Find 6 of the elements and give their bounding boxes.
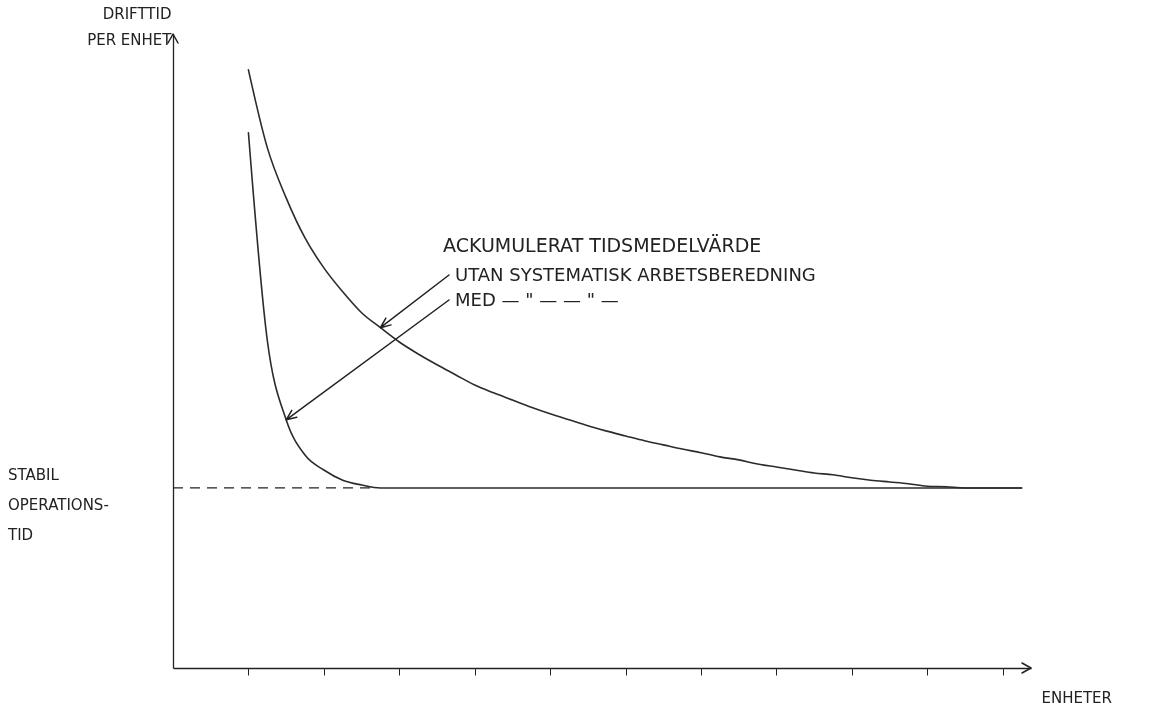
y-axis-title: DRIFTTID PER ENHET xyxy=(87,4,173,49)
annotation: MED — " — — " — xyxy=(455,289,619,310)
ref-line-label: STABIL OPERATIONS- TID xyxy=(7,465,109,544)
x-axis-title: ENHETER xyxy=(1041,688,1113,707)
annotation: ACKUMULERAT TIDSMEDELVÄRDE xyxy=(443,234,762,256)
annotation: UTAN SYSTEMATISK ARBETSBEREDNING xyxy=(455,264,816,285)
